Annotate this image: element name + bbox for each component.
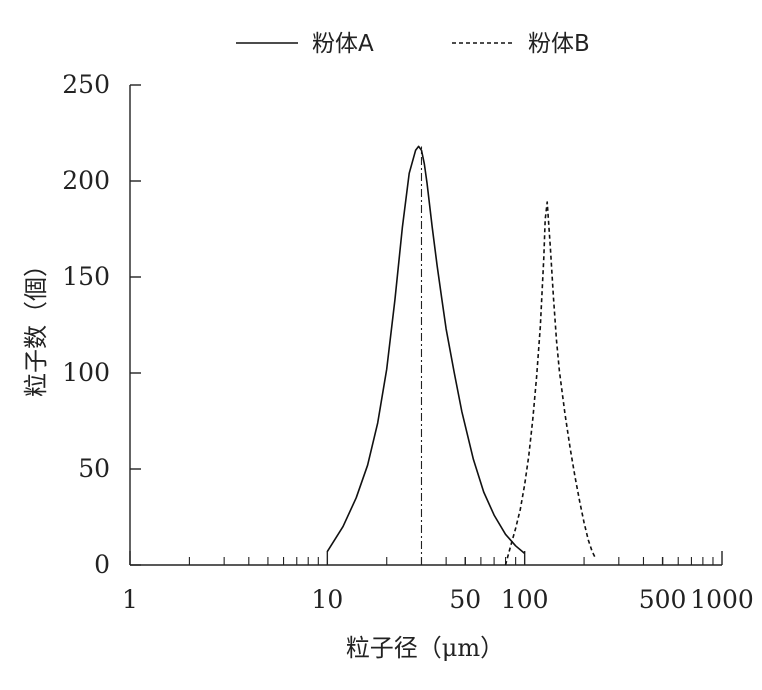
x-tick-label: 1000 xyxy=(690,585,754,614)
y-tick-label: 200 xyxy=(62,166,110,195)
x-axis-title: 粒子径（μm） xyxy=(346,634,504,662)
legend-label-a: 粉体A xyxy=(312,31,374,57)
legend: 粉体A 粉体B xyxy=(236,31,590,57)
series-b-line xyxy=(504,201,597,566)
x-tick-label: 10 xyxy=(311,585,343,614)
y-tick-label: 50 xyxy=(78,454,110,483)
x-tick-label: 50 xyxy=(449,585,481,614)
y-axis-title: 粒子数（個） xyxy=(22,253,50,397)
y-tick-label: 0 xyxy=(94,550,110,579)
y-tick-label: 250 xyxy=(62,70,110,99)
plot-area: 0 50 100 150 200 250 1 10 50 100 500 1000 xyxy=(62,70,754,614)
x-tick-label: 1 xyxy=(122,585,138,614)
series-a-line xyxy=(326,145,526,555)
y-tick-label: 150 xyxy=(62,262,110,291)
y-tick-label: 100 xyxy=(62,358,110,387)
legend-label-b: 粉体B xyxy=(528,31,590,57)
x-tick-label: 100 xyxy=(501,585,549,614)
x-tick-label: 500 xyxy=(639,585,687,614)
